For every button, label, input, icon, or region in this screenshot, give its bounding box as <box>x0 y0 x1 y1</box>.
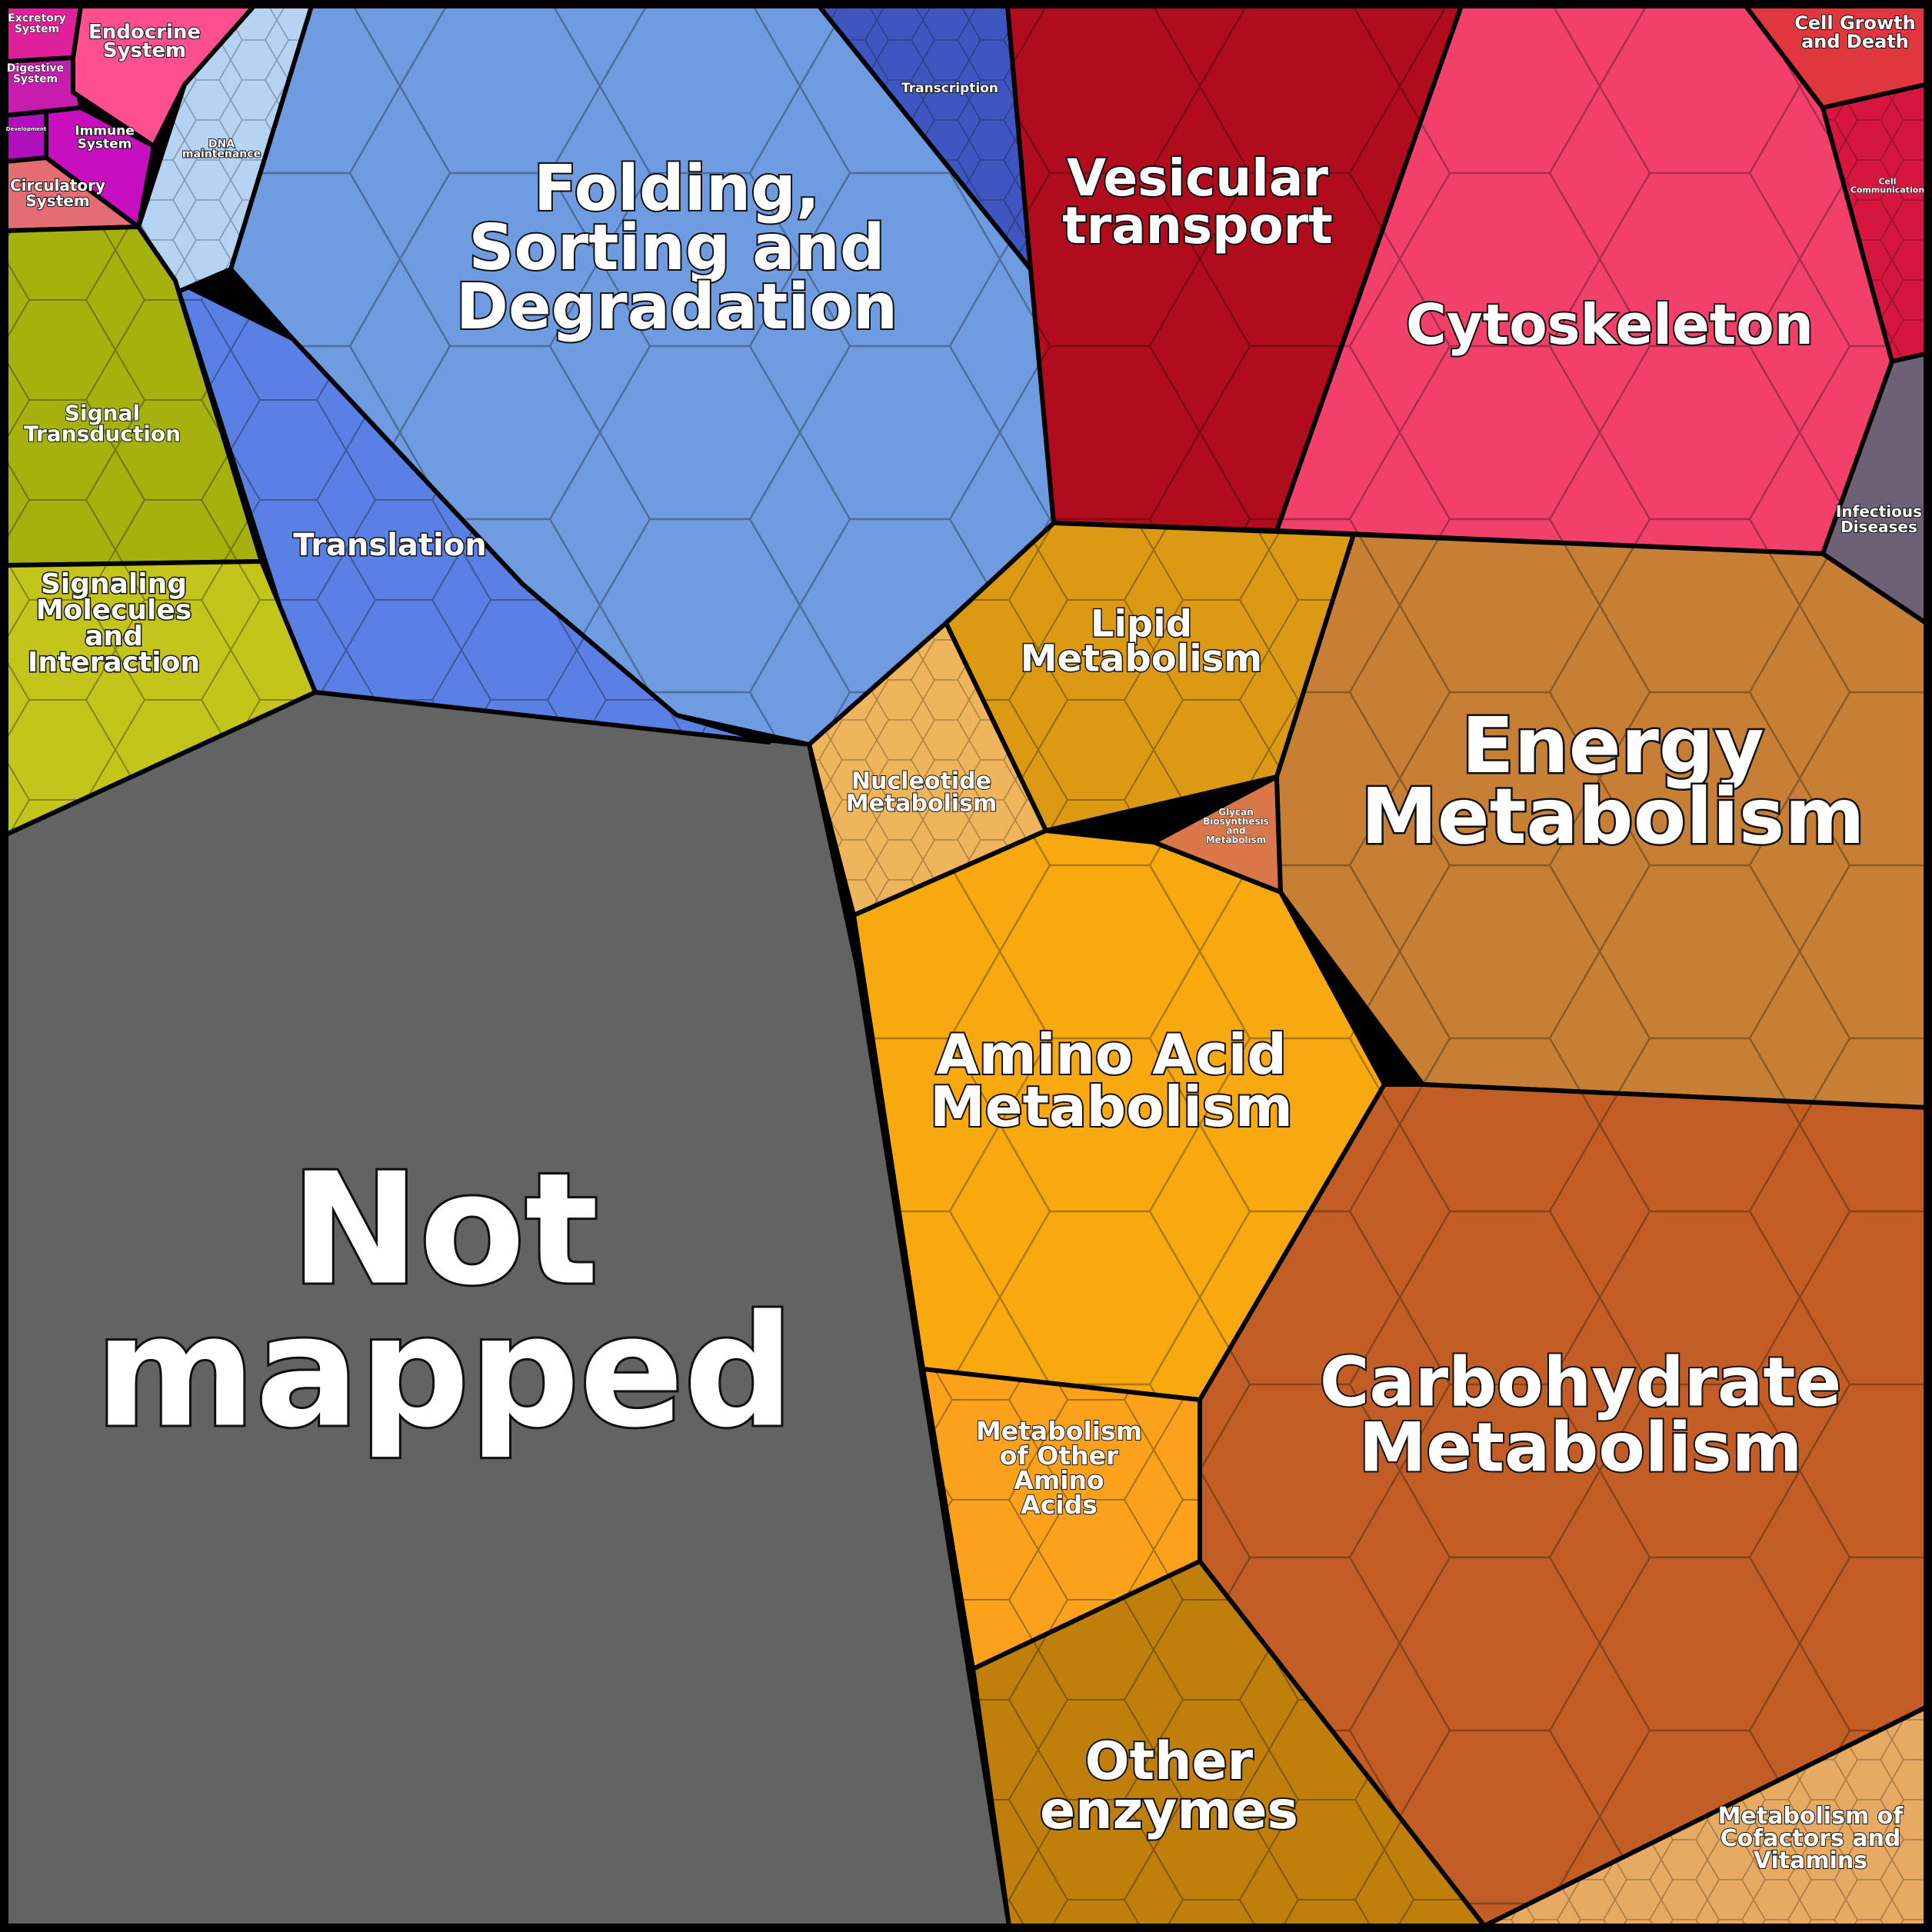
label-translation: Translation <box>293 528 486 563</box>
label-development: Development <box>6 126 47 132</box>
label-line: Infectious <box>1836 502 1922 521</box>
label-digestive: Digestive System <box>7 62 64 85</box>
label-folding: Folding, Sorting and Degradation <box>456 152 898 344</box>
label-line: Cell Growth <box>1794 12 1915 34</box>
label-line: Excretory <box>8 12 66 25</box>
label-line: Sorting and <box>468 212 884 285</box>
label-cell-growth: Cell Growth and Death <box>1794 12 1915 52</box>
label-line: Degradation <box>456 271 898 344</box>
label-line: of Other <box>1000 1441 1119 1471</box>
label-line: Signal <box>65 401 140 426</box>
label-cell-communication: Cell Communication <box>1850 177 1924 195</box>
label-carbohydrate: Carbohydrate Metabolism <box>1320 1343 1841 1487</box>
label-line: Diseases <box>1840 518 1917 536</box>
label-line: Metabolism <box>1359 1408 1803 1487</box>
region-amino-acid <box>851 828 1387 1402</box>
label-line: Not <box>291 1141 598 1320</box>
label-line: Biosynthesis <box>1203 816 1269 827</box>
label-line: mapped <box>95 1283 794 1462</box>
label-not-mapped: Not mapped <box>95 1141 794 1462</box>
label-line: maintenance <box>182 148 261 161</box>
label-line: Metabolism <box>1206 834 1267 845</box>
label-line: Metabolism <box>846 791 998 818</box>
region-immune <box>44 105 156 229</box>
label-line: Acids <box>1021 1490 1098 1520</box>
region-carbohydrate <box>1198 1082 1928 1928</box>
label-line: Endocrine <box>88 21 201 44</box>
region-cofactors <box>1482 1705 1928 1928</box>
label-line: Translation <box>293 528 486 563</box>
label-glycan: Glycan Biosynthesis and Metabolism <box>1203 807 1269 845</box>
label-line: System <box>103 39 186 62</box>
label-line: Carbohydrate <box>1320 1343 1841 1422</box>
label-endocrine: Endocrine System <box>88 21 201 62</box>
region-signaling-molecules <box>4 559 318 837</box>
label-line: System <box>13 73 58 85</box>
label-line: Energy <box>1461 701 1764 791</box>
label-other-amino: Metabolism of Other Amino Acids <box>976 1416 1142 1520</box>
label-immune: Immune System <box>75 124 135 152</box>
label-line: Signaling <box>41 568 187 600</box>
label-line: Metabolism <box>976 1416 1142 1446</box>
label-cytoskeleton: Cytoskeleton <box>1406 292 1814 357</box>
label-line: enzymes <box>1040 1780 1298 1841</box>
label-circulatory: Circulatory System <box>10 176 105 210</box>
region-energy <box>1274 532 1928 1110</box>
region-development <box>4 109 48 164</box>
label-line: and <box>1226 825 1245 836</box>
label-other-enzymes: Other enzymes <box>1040 1731 1298 1841</box>
label-line: Development <box>6 126 47 132</box>
label-line: Metabolism of <box>1718 1803 1904 1830</box>
label-cofactors: Metabolism of Cofactors and Vitamins <box>1718 1803 1904 1874</box>
label-line: Cell <box>1878 177 1896 187</box>
label-line: Cytoskeleton <box>1406 292 1814 357</box>
label-line: Metabolism <box>930 1074 1293 1139</box>
label-line: Immune <box>75 124 135 139</box>
label-dna-maintenance: DNA maintenance <box>182 138 261 161</box>
label-line: Folding, <box>534 152 820 225</box>
label-transcription: Transcription <box>901 81 998 96</box>
label-signaling-molecules: Signaling Molecules and Interaction <box>28 568 200 678</box>
label-line: Glycan <box>1218 807 1254 818</box>
label-line: Lipid <box>1091 603 1192 646</box>
label-excretory: Excretory System <box>8 12 66 35</box>
label-line: Digestive <box>7 62 64 75</box>
label-line: Communication <box>1850 185 1924 195</box>
label-line: Metabolism <box>1361 771 1864 861</box>
label-line: Circulatory <box>10 176 105 195</box>
label-nucleotide: Nucleotide Metabolism <box>846 768 998 818</box>
label-line: Transduction <box>24 421 181 447</box>
label-signal-transduction: Signal Transduction <box>24 401 181 447</box>
label-line: System <box>15 23 59 35</box>
label-line: Nucleotide <box>851 768 991 795</box>
label-energy: Energy Metabolism <box>1361 701 1864 861</box>
label-line: DNA <box>208 138 235 151</box>
label-line: and <box>85 621 143 652</box>
labels: Not mapped Folding, Sorting and Degradation… <box>5 12 1924 1875</box>
label-line: Other <box>1085 1731 1254 1792</box>
region-nucleotide <box>807 621 1048 918</box>
label-line: Amino <box>1014 1465 1104 1495</box>
label-line: Transcription <box>901 81 998 96</box>
label-line: Metabolism <box>1021 638 1262 681</box>
label-lipid: Lipid Metabolism <box>1021 603 1262 681</box>
label-line: and Death <box>1801 31 1909 52</box>
label-line: Cofactors and <box>1720 1825 1901 1852</box>
label-line: System <box>78 137 132 152</box>
label-line: Interaction <box>28 647 200 678</box>
label-amino-acid: Amino Acid Metabolism <box>930 1022 1293 1139</box>
label-line: Vesicular <box>1067 148 1328 208</box>
label-line: Molecules <box>36 595 192 626</box>
label-line: System <box>25 192 89 210</box>
label-vesicular: Vesicular transport <box>1062 148 1333 255</box>
label-line: Amino Acid <box>936 1022 1287 1087</box>
label-line: Vitamins <box>1754 1847 1867 1874</box>
label-infectious: Infectious Diseases <box>1836 502 1922 536</box>
region-lipid <box>944 521 1356 833</box>
label-line: transport <box>1062 196 1333 255</box>
